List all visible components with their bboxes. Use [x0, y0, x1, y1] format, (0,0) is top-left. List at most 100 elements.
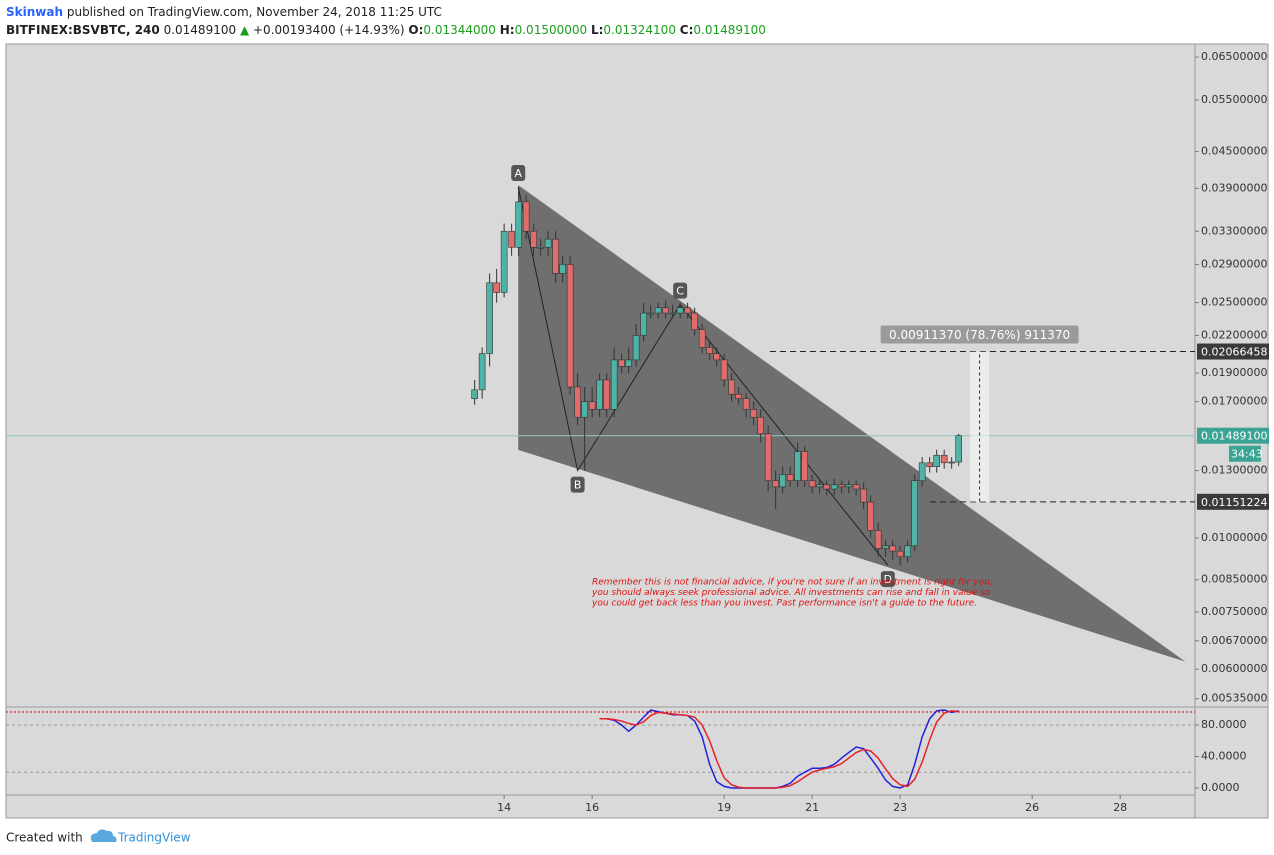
x-tick-label: 19	[717, 801, 731, 814]
candle-body	[625, 359, 632, 367]
candle-body	[926, 462, 933, 467]
ohlc-value: 0.01489100	[693, 23, 766, 37]
candle-body	[918, 462, 926, 481]
last-price-label: 0.01489100	[1201, 430, 1267, 443]
candle-body	[588, 401, 596, 410]
candle-body	[508, 230, 515, 248]
footer-brand[interactable]: TradingView	[117, 831, 191, 845]
candle-body	[955, 435, 962, 463]
candle-body	[750, 409, 757, 418]
candle-body	[640, 312, 647, 336]
y-tick-label: 0.02500000	[1201, 296, 1267, 309]
published: published on TradingView.com, November 2…	[66, 5, 442, 19]
candle-body	[486, 282, 493, 354]
candle-body	[808, 480, 816, 488]
candle-body	[676, 307, 684, 314]
candle-body	[713, 353, 720, 361]
candle-body	[669, 312, 676, 315]
pattern-label: B	[574, 479, 582, 492]
candle-body	[742, 398, 750, 410]
x-tick-label: 28	[1113, 801, 1127, 814]
ohlc-key: L:	[590, 23, 604, 37]
level-label-bg	[1197, 493, 1269, 510]
pattern-label: D	[884, 573, 892, 586]
candle-body	[662, 307, 669, 314]
ohlc-key: H:	[499, 23, 515, 37]
candle-body	[728, 379, 735, 395]
candle-body	[889, 545, 896, 552]
countdown-bg	[1229, 445, 1261, 462]
ohlc-key: C:	[679, 23, 694, 37]
candle-body	[896, 550, 904, 557]
symbol-line: BITFINEX:BSVBTC, 240 0.01489100 ▲ +0.001…	[6, 21, 766, 39]
ohlc-value: 0.01344000	[423, 23, 496, 37]
y-tick-label: 0.04500000	[1201, 145, 1267, 158]
measure-label: 0.00911370 (78.76%) 911370	[889, 328, 1070, 342]
candle-body	[684, 307, 691, 314]
candle-body	[816, 484, 823, 488]
disclaimer: you could get back less than you invest.…	[591, 599, 977, 609]
y-tick-label: 0.05500000	[1201, 93, 1267, 106]
y-tick-label: 0.06500000	[1201, 50, 1267, 63]
candle-body	[779, 474, 786, 488]
candle-body	[618, 359, 625, 367]
candle-body	[764, 433, 772, 481]
candle-body	[500, 230, 508, 293]
level-label: 0.01151224	[1201, 496, 1267, 509]
symbol: BITFINEX:BSVBTC, 240	[6, 23, 160, 37]
y-tick-label: 40.0000	[1201, 749, 1247, 762]
measure-label-bg	[880, 325, 1079, 344]
pattern-label: C	[676, 285, 684, 298]
candle-body	[845, 484, 852, 488]
x-tick-label: 23	[893, 801, 907, 814]
tv-logo[interactable]	[90, 829, 117, 842]
candle-body	[874, 530, 882, 549]
header: Skinwah published on TradingView.com, No…	[6, 3, 766, 39]
candle-body	[720, 359, 728, 381]
candle-body	[706, 347, 713, 354]
up-arrow: ▲	[239, 23, 250, 37]
candle-body	[882, 545, 889, 549]
candle-body	[566, 264, 574, 388]
wedge	[518, 185, 1186, 662]
candle-body	[838, 484, 845, 488]
candle-body	[574, 386, 581, 418]
footer-created: Created with	[6, 831, 83, 845]
candle-body	[581, 401, 588, 418]
x-tick-label: 14	[497, 801, 511, 814]
y-tick-label: 80.0000	[1201, 718, 1247, 731]
last-price-bg	[1197, 427, 1269, 444]
candle-body	[647, 312, 654, 315]
candle-body	[544, 238, 552, 248]
pattern-label-bg	[673, 282, 688, 299]
candle-body	[794, 451, 801, 481]
oscillator-line	[599, 710, 959, 789]
publish-line: Skinwah published on TradingView.com, No…	[6, 3, 766, 21]
candle-body	[471, 389, 478, 399]
y-tick-label: 0.00535000	[1201, 692, 1267, 705]
price: 0.01489100	[163, 23, 237, 37]
candle-body	[860, 488, 867, 503]
pattern-line	[517, 186, 889, 566]
candle-body	[904, 545, 911, 557]
author[interactable]: Skinwah	[6, 5, 64, 19]
candle-body	[493, 282, 500, 293]
y-tick-label: 0.01900000	[1201, 366, 1267, 379]
y-tick-label: 0.00600000	[1201, 662, 1267, 675]
y-tick-label: 0.02900000	[1201, 257, 1267, 270]
pattern-label-bg	[511, 165, 526, 182]
pattern-label-bg	[570, 476, 585, 493]
y-tick-label: 0.01700000	[1201, 395, 1267, 408]
candle-body	[603, 379, 610, 410]
disclaimer: Remember this is not financial advice, i…	[592, 578, 993, 588]
candle-body	[911, 480, 918, 547]
candle-body	[801, 451, 808, 481]
candle-body	[610, 359, 618, 410]
y-tick-label: 0.00670000	[1201, 634, 1267, 647]
level-label: 0.02066458	[1201, 346, 1267, 359]
candle-body	[823, 484, 830, 490]
candle-body	[559, 264, 566, 274]
x-tick-label: 16	[585, 801, 599, 814]
